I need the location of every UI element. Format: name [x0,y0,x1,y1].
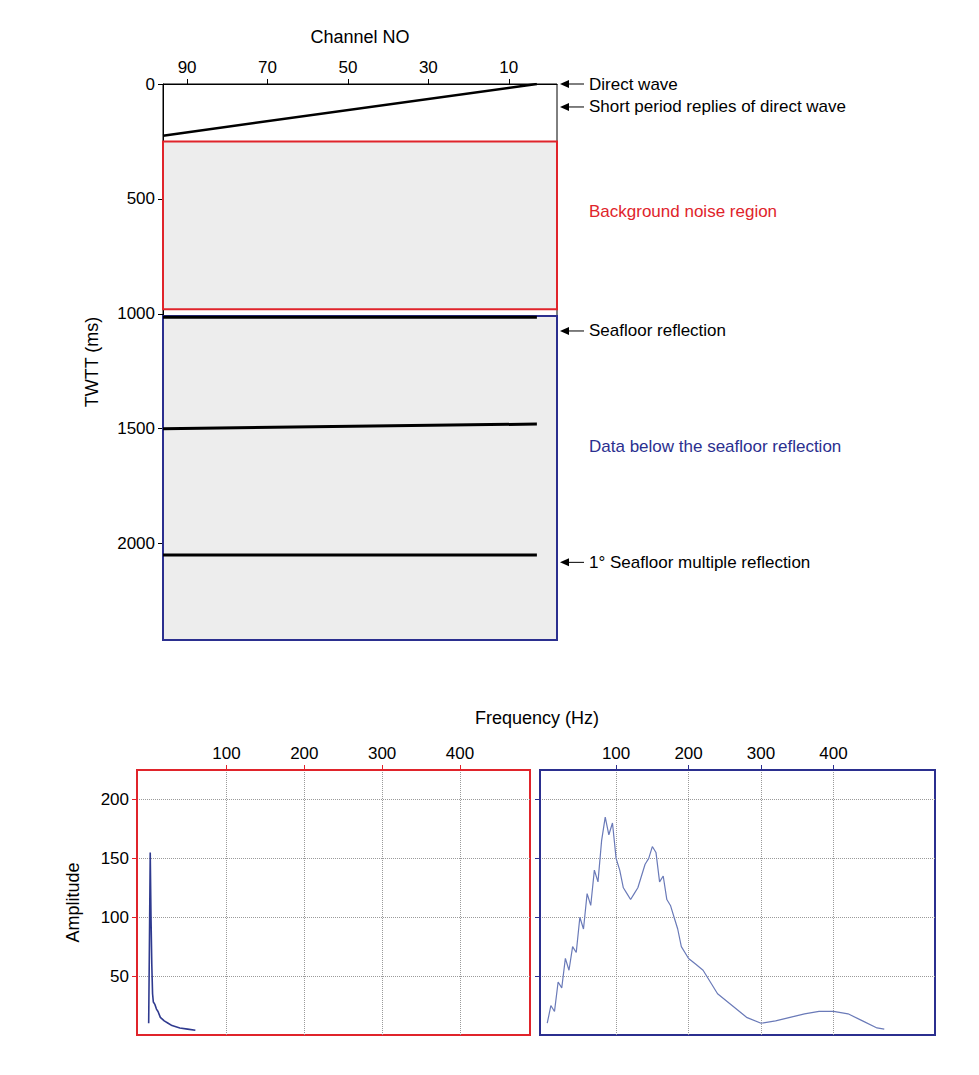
svg-text:50: 50 [110,967,129,986]
svg-text:Background noise region: Background noise region [589,202,777,221]
svg-text:400: 400 [446,744,474,763]
svg-text:200: 200 [290,744,318,763]
svg-text:70: 70 [258,58,277,77]
svg-text:90: 90 [178,58,197,77]
svg-text:200: 200 [674,744,702,763]
svg-text:Seafloor reflection: Seafloor reflection [589,321,726,340]
svg-text:1° Seafloor multiple reflectio: 1° Seafloor multiple reflection [589,553,810,572]
svg-text:TWTT (ms): TWTT (ms) [82,317,102,408]
svg-text:150: 150 [101,849,129,868]
svg-text:200: 200 [101,790,129,809]
svg-text:Amplitude: Amplitude [63,862,83,942]
svg-text:30: 30 [419,58,438,77]
svg-text:1500: 1500 [117,419,155,438]
svg-text:300: 300 [747,744,775,763]
svg-text:0: 0 [146,75,155,94]
svg-text:2000: 2000 [117,534,155,553]
svg-text:Frequency (Hz): Frequency (Hz) [475,708,599,728]
svg-text:300: 300 [368,744,396,763]
svg-text:500: 500 [127,189,155,208]
svg-text:1000: 1000 [117,304,155,323]
svg-text:50: 50 [338,58,357,77]
svg-text:Short period replies of direct: Short period replies of direct wave [589,97,846,116]
svg-text:100: 100 [101,908,129,927]
svg-text:100: 100 [602,744,630,763]
svg-text:Channel NO: Channel NO [310,27,409,47]
svg-text:10: 10 [499,58,518,77]
svg-text:400: 400 [819,744,847,763]
svg-text:Data below the seafloor reflec: Data below the seafloor reflection [589,437,841,456]
svg-text:Direct wave: Direct wave [589,75,678,94]
svg-text:100: 100 [212,744,240,763]
